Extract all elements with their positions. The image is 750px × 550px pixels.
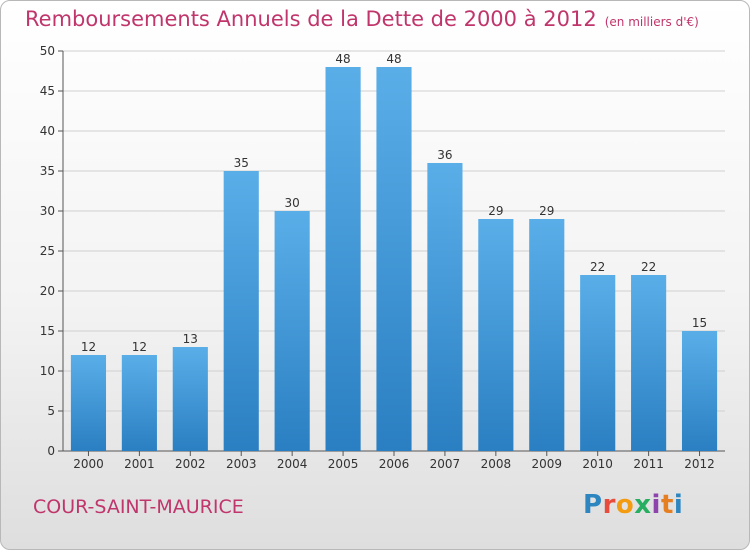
bar bbox=[376, 67, 412, 451]
x-tick-label: 2009 bbox=[531, 457, 562, 471]
chart-title: Remboursements Annuels de la Dette de 20… bbox=[25, 7, 699, 31]
data-label: 22 bbox=[590, 260, 605, 274]
x-tick-label: 2004 bbox=[277, 457, 308, 471]
data-label: 12 bbox=[81, 340, 96, 354]
data-label: 22 bbox=[641, 260, 656, 274]
x-tick-label: 2001 bbox=[124, 457, 155, 471]
x-tick-label: 2007 bbox=[430, 457, 461, 471]
data-label: 36 bbox=[437, 148, 452, 162]
data-label: 29 bbox=[488, 204, 503, 218]
y-tick-label: 45 bbox=[40, 84, 55, 98]
data-label: 30 bbox=[285, 196, 300, 210]
y-tick-label: 10 bbox=[40, 364, 55, 378]
proxiti-logo: Proxiti bbox=[583, 490, 683, 520]
logo-letter: i bbox=[651, 490, 661, 520]
bar bbox=[70, 355, 107, 451]
x-tick-label: 2002 bbox=[175, 457, 206, 471]
y-tick-label: 20 bbox=[40, 284, 55, 298]
y-tick-label: 15 bbox=[40, 324, 55, 338]
logo-letter: x bbox=[634, 490, 652, 520]
bar bbox=[325, 67, 361, 451]
bar bbox=[427, 163, 463, 451]
y-tick-label: 35 bbox=[40, 164, 55, 178]
data-label: 12 bbox=[132, 340, 147, 354]
x-tick-label: 2000 bbox=[73, 457, 104, 471]
unit-note: (en milliers d'€) bbox=[604, 15, 699, 29]
logo-letter: o bbox=[615, 490, 635, 520]
y-tick-label: 30 bbox=[40, 204, 55, 218]
logo-letter: r bbox=[602, 490, 616, 520]
bar bbox=[478, 219, 514, 451]
y-tick-label: 50 bbox=[40, 44, 55, 58]
data-label: 29 bbox=[539, 204, 554, 218]
bar bbox=[529, 219, 565, 451]
y-tick-label: 5 bbox=[47, 404, 55, 418]
bar bbox=[631, 275, 667, 451]
logo-letter: t bbox=[660, 490, 674, 520]
y-tick-label: 25 bbox=[40, 244, 55, 258]
y-tick-label: 40 bbox=[40, 124, 55, 138]
x-tick-label: 2011 bbox=[633, 457, 664, 471]
title-text: Remboursements Annuels de la Dette de 20… bbox=[25, 7, 597, 31]
logo-letter: P bbox=[583, 490, 603, 520]
data-label: 13 bbox=[183, 332, 198, 346]
data-label: 48 bbox=[335, 52, 350, 66]
x-tick-label: 2012 bbox=[684, 457, 715, 471]
y-tick-label: 0 bbox=[47, 444, 55, 458]
x-tick-label: 2005 bbox=[328, 457, 359, 471]
bar bbox=[172, 347, 208, 451]
x-tick-label: 2010 bbox=[582, 457, 613, 471]
bar bbox=[121, 355, 157, 451]
logo-letter: i bbox=[673, 490, 684, 520]
data-label: 48 bbox=[386, 52, 401, 66]
bar bbox=[274, 211, 310, 451]
bar bbox=[681, 331, 718, 451]
bar bbox=[580, 275, 616, 451]
x-tick-label: 2003 bbox=[226, 457, 257, 471]
commune-name: COUR-SAINT-MAURICE bbox=[33, 496, 244, 518]
x-tick-label: 2008 bbox=[481, 457, 512, 471]
bar bbox=[223, 171, 259, 451]
x-tick-label: 2006 bbox=[379, 457, 410, 471]
data-label: 15 bbox=[692, 316, 707, 330]
data-label: 35 bbox=[234, 156, 249, 170]
